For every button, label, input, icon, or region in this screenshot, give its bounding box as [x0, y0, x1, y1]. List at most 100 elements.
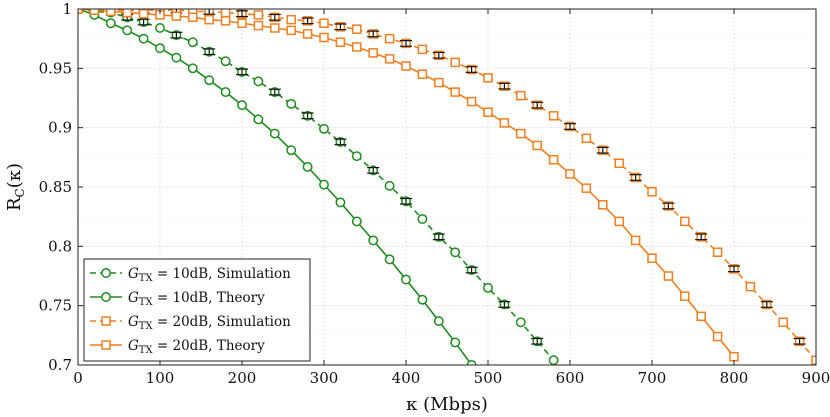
error-bar	[596, 146, 609, 154]
data-point	[434, 77, 444, 88]
x-tick-label: 0	[73, 369, 83, 387]
data-point	[565, 169, 575, 179]
data-point	[417, 294, 428, 305]
error-bar	[498, 301, 511, 308]
y-tick-label: 0.9	[48, 119, 72, 137]
legend-item: GTX = 10dB, Theory	[90, 290, 265, 308]
data-point	[417, 44, 428, 55]
error-bar	[400, 197, 412, 205]
data-point	[483, 73, 493, 83]
error-bar	[793, 337, 806, 345]
data-point	[335, 37, 346, 47]
data-point	[515, 317, 526, 328]
data-point	[138, 9, 149, 19]
data-point	[581, 133, 592, 144]
data-point	[220, 56, 231, 67]
legend-label-rest: = 20dB, Theory	[153, 338, 265, 354]
error-bar	[695, 233, 708, 241]
x-tick-labels: 0 100 200 300 400 500 600 700 800 900	[73, 369, 830, 387]
error-bar	[334, 23, 347, 31]
data-point	[712, 331, 723, 342]
error-bar	[432, 51, 445, 59]
legend-label-var: G	[128, 314, 139, 330]
y-tick-label: 0.95	[39, 59, 72, 77]
legend-item: GTX = 20dB, Theory	[90, 338, 265, 356]
error-bar	[400, 40, 412, 47]
data-point	[89, 9, 100, 15]
series-4	[78, 9, 739, 362]
x-tick-label: 400	[392, 369, 421, 387]
y-axis-title-arg: (κ)	[4, 163, 25, 188]
data-point	[302, 29, 313, 39]
data-point	[138, 33, 149, 44]
data-point	[237, 18, 247, 28]
data-point	[680, 291, 690, 301]
legend-label-sub: TX	[139, 297, 154, 308]
data-point	[253, 20, 264, 31]
legend-label: GTX = 10dB, Theory	[128, 290, 265, 308]
data-point	[384, 33, 395, 44]
data-point	[696, 311, 706, 322]
data-point	[286, 145, 297, 156]
data-point	[450, 247, 461, 258]
data-point	[319, 123, 329, 134]
legend-marker	[101, 268, 111, 278]
x-tick-label: 600	[556, 369, 585, 387]
legend-label: GTX = 20dB, Simulation	[128, 314, 291, 332]
data-point	[647, 186, 657, 197]
legend-label-rest: = 10dB, Simulation	[153, 266, 292, 282]
data-point	[548, 111, 559, 121]
error-bar	[170, 31, 183, 39]
data-point	[417, 214, 428, 224]
data-point	[368, 48, 378, 58]
error-bar	[301, 17, 314, 25]
data-point	[253, 10, 264, 20]
data-point	[466, 96, 477, 107]
ticks	[77, 8, 817, 366]
error-bar	[760, 301, 773, 308]
series-layer	[78, 9, 816, 365]
y-tick-label: 0.7	[48, 356, 72, 374]
error-bar	[334, 138, 347, 146]
data-point	[319, 179, 329, 190]
data-point	[286, 14, 296, 25]
data-point	[187, 37, 198, 48]
data-point	[401, 61, 411, 71]
legend-label-sub: TX	[139, 321, 154, 332]
data-point	[352, 24, 362, 34]
legend-label-rest: = 10dB, Theory	[153, 290, 265, 306]
legend-item: GTX = 20dB, Simulation	[90, 314, 291, 332]
legend-box	[83, 258, 311, 362]
data-point	[171, 52, 182, 63]
data-point	[581, 183, 592, 193]
x-tick-label: 900	[802, 369, 830, 387]
y-tick-label: 0.8	[48, 237, 72, 255]
series-line	[78, 9, 816, 361]
data-point	[237, 100, 247, 111]
legend: GTX = 10dB, Simulation GTX = 10dB, Theory…	[83, 258, 311, 362]
x-tick-label: 300	[310, 369, 339, 387]
error-bar	[662, 202, 675, 210]
data-point	[647, 253, 657, 263]
error-bar	[465, 266, 478, 274]
data-point	[516, 90, 526, 101]
y-tick-label: 1	[62, 0, 72, 18]
error-bar	[564, 123, 576, 130]
data-point	[204, 75, 215, 86]
error-bar	[531, 101, 544, 109]
error-bar	[367, 166, 380, 174]
data-point	[433, 316, 444, 327]
data-point	[548, 355, 559, 365]
y-axis-title-sub: C	[13, 188, 27, 197]
legend-marker	[101, 340, 111, 350]
data-point	[450, 337, 461, 348]
data-point	[384, 254, 395, 265]
data-point	[630, 235, 641, 246]
data-point	[680, 216, 690, 227]
legend-label-rest: = 20dB, Simulation	[153, 314, 292, 330]
data-point	[286, 25, 296, 36]
error-bar	[531, 337, 544, 345]
data-point	[253, 76, 264, 87]
data-point	[614, 158, 624, 169]
